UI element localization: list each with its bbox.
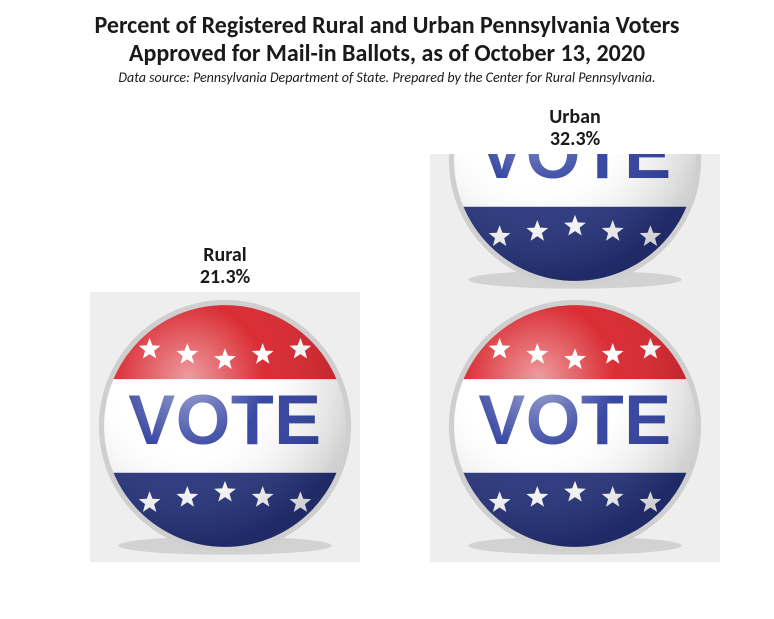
- vote-badge-icon: VOTE: [95, 296, 355, 556]
- badge-box-urban: VOTEVOTE: [430, 154, 720, 562]
- chart-subtitle: Data source: Pennsylvania Department of …: [0, 69, 774, 86]
- title-line-1: Percent of Registered Rural and Urban Pe…: [0, 12, 774, 40]
- column-rural: Rural 21.3% VOTEVOTE: [90, 244, 360, 562]
- chart-title: Percent of Registered Rural and Urban Pe…: [0, 0, 774, 67]
- percent-urban: 32.3%: [430, 128, 720, 150]
- column-urban: Urban 32.3% VOTEVOTE: [430, 106, 720, 562]
- label-rural: Rural: [90, 244, 360, 266]
- percent-rural: 21.3%: [90, 266, 360, 288]
- chart-area: Rural 21.3% VOTEVOTE Urban 32.3% VOTEVOT…: [0, 86, 774, 586]
- label-urban: Urban: [430, 106, 720, 128]
- badge-box-rural: VOTEVOTE: [90, 292, 360, 562]
- vote-badge-icon: VOTE: [445, 296, 705, 556]
- vote-badge-icon: VOTE: [445, 154, 705, 290]
- title-line-2: Approved for Mail-in Ballots, as of Octo…: [0, 40, 774, 68]
